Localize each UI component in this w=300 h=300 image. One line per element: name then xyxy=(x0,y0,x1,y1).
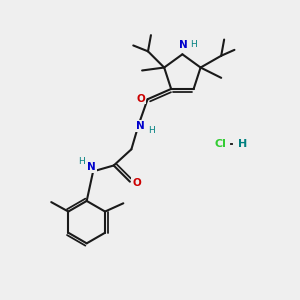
Text: H: H xyxy=(190,40,197,50)
Text: O: O xyxy=(137,94,146,103)
Text: H: H xyxy=(148,126,154,135)
Text: N: N xyxy=(179,40,188,50)
Text: Cl: Cl xyxy=(215,139,226,149)
Text: N: N xyxy=(87,162,96,172)
Text: N: N xyxy=(136,121,145,131)
Text: H: H xyxy=(79,157,85,166)
Text: O: O xyxy=(132,178,141,188)
Text: H: H xyxy=(238,139,248,149)
